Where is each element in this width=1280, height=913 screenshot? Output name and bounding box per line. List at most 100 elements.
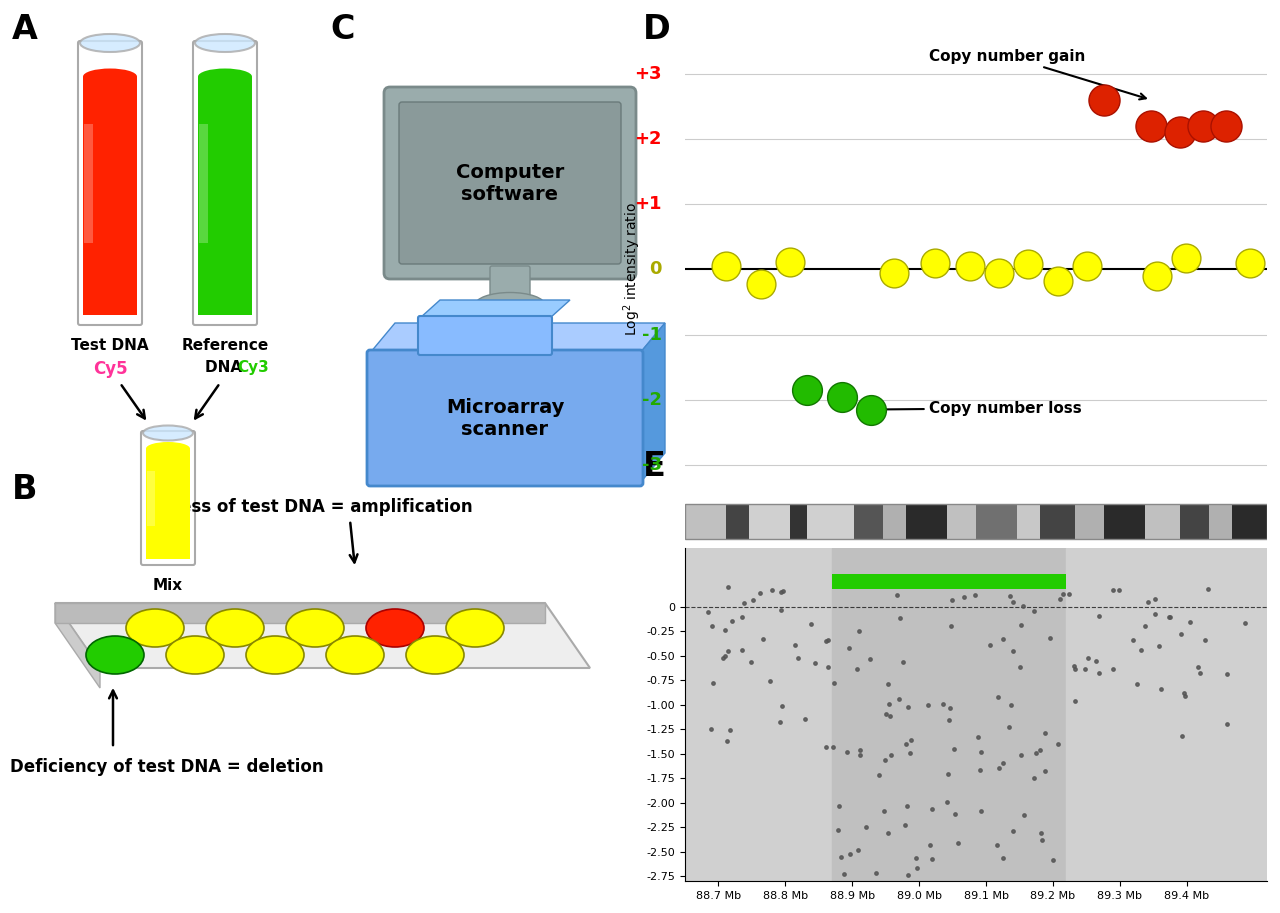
Bar bbox=[1180, 504, 1210, 539]
Point bbox=[1188, 659, 1208, 674]
Point bbox=[1151, 681, 1171, 696]
Text: -3: -3 bbox=[641, 456, 662, 474]
Point bbox=[992, 632, 1012, 646]
Point bbox=[805, 656, 826, 670]
Point bbox=[831, 849, 851, 864]
Point bbox=[1000, 698, 1020, 712]
Point bbox=[989, 266, 1010, 280]
Point bbox=[698, 605, 718, 620]
Point bbox=[887, 588, 908, 603]
Point bbox=[1034, 764, 1055, 779]
Point bbox=[1130, 643, 1151, 657]
Point bbox=[717, 734, 737, 749]
Polygon shape bbox=[55, 603, 545, 623]
Point bbox=[837, 744, 858, 759]
Point bbox=[1088, 666, 1108, 680]
Point bbox=[1146, 606, 1166, 621]
Point bbox=[823, 676, 844, 690]
Bar bbox=[1066, 548, 1267, 881]
Point bbox=[1217, 718, 1238, 732]
Bar bbox=[808, 504, 854, 539]
Point bbox=[1102, 583, 1123, 598]
Bar bbox=[832, 574, 1066, 589]
Text: A: A bbox=[12, 13, 38, 46]
Bar bbox=[198, 77, 252, 315]
Point bbox=[897, 699, 918, 714]
Text: Copy number gain: Copy number gain bbox=[929, 48, 1146, 100]
Point bbox=[992, 851, 1012, 866]
Text: D: D bbox=[643, 13, 671, 46]
Point bbox=[972, 803, 992, 818]
Point bbox=[937, 766, 957, 781]
Bar bbox=[832, 548, 1066, 881]
Point bbox=[922, 803, 942, 817]
Point bbox=[938, 713, 959, 728]
Point bbox=[1123, 633, 1143, 647]
Bar bbox=[1041, 504, 1075, 539]
FancyBboxPatch shape bbox=[193, 41, 257, 325]
Ellipse shape bbox=[326, 636, 384, 674]
Point bbox=[713, 651, 733, 666]
Point bbox=[718, 644, 739, 658]
Point bbox=[833, 867, 854, 882]
FancyBboxPatch shape bbox=[78, 41, 142, 325]
Point bbox=[1190, 666, 1211, 680]
Point bbox=[850, 748, 870, 762]
Point bbox=[1235, 616, 1256, 631]
Point bbox=[1171, 729, 1192, 743]
Point bbox=[1043, 853, 1064, 867]
Point bbox=[865, 866, 886, 880]
Bar bbox=[854, 504, 883, 539]
Bar bbox=[146, 448, 189, 559]
Point bbox=[1010, 659, 1030, 674]
Point bbox=[993, 756, 1014, 771]
Point bbox=[1138, 594, 1158, 609]
Point bbox=[823, 740, 844, 754]
Polygon shape bbox=[55, 603, 590, 668]
Point bbox=[1160, 610, 1180, 624]
Bar bbox=[1210, 504, 1233, 539]
Text: -2: -2 bbox=[641, 391, 662, 409]
Point bbox=[954, 590, 974, 604]
Point bbox=[1194, 633, 1215, 647]
Point bbox=[815, 740, 836, 754]
Point bbox=[868, 768, 888, 782]
FancyBboxPatch shape bbox=[626, 49, 680, 97]
Ellipse shape bbox=[146, 442, 189, 456]
Point bbox=[732, 643, 753, 657]
Point bbox=[1171, 626, 1192, 641]
Point bbox=[1193, 119, 1213, 133]
Point bbox=[1000, 589, 1020, 603]
Text: Copy number loss: Copy number loss bbox=[873, 401, 1082, 415]
Point bbox=[1014, 807, 1034, 822]
Text: C: C bbox=[330, 13, 355, 46]
Point bbox=[1074, 662, 1094, 677]
Text: +2: +2 bbox=[634, 130, 662, 148]
Point bbox=[714, 648, 735, 663]
Text: DNA: DNA bbox=[205, 360, 247, 375]
Bar bbox=[883, 504, 906, 539]
Point bbox=[874, 804, 895, 819]
Text: +3: +3 bbox=[634, 65, 662, 83]
Bar bbox=[726, 504, 749, 539]
Point bbox=[818, 633, 838, 647]
Point bbox=[1198, 582, 1219, 596]
Y-axis label: Log$^2$ intensity ratio: Log$^2$ intensity ratio bbox=[622, 203, 643, 336]
Point bbox=[1174, 686, 1194, 700]
Text: Cy3: Cy3 bbox=[237, 360, 269, 375]
Point bbox=[847, 661, 868, 676]
Polygon shape bbox=[370, 323, 666, 353]
Point bbox=[1029, 743, 1050, 758]
Point bbox=[1012, 598, 1033, 613]
Point bbox=[1034, 726, 1055, 740]
Point bbox=[1064, 659, 1084, 674]
Point bbox=[771, 585, 791, 600]
Point bbox=[1144, 592, 1165, 606]
Point bbox=[943, 742, 964, 757]
Point bbox=[703, 676, 723, 690]
Point bbox=[1039, 631, 1060, 645]
Point bbox=[1076, 258, 1097, 273]
Text: Test DNA: Test DNA bbox=[72, 338, 148, 353]
Bar bbox=[83, 77, 137, 315]
Point bbox=[1160, 610, 1180, 624]
